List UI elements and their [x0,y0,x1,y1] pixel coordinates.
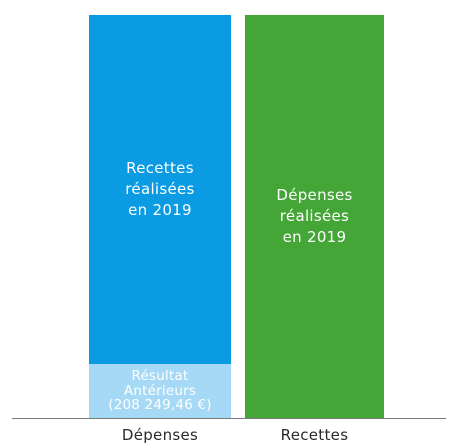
segment-label-recettes-realisees: Recettes réalisées en 2019 [125,159,195,219]
x-tick-label-recettes: Recettes [280,426,349,444]
segment-label-resultat-anterieurs: Résultat Antérieurs (208 249,46 €) [108,368,212,414]
x-axis-baseline [12,418,446,419]
segment-label-depenses-realisees: Dépenses réalisées en 2019 [276,186,353,246]
segment-resultat-anterieurs: Résultat Antérieurs (208 249,46 €) [89,364,231,418]
segment-depenses-realisees: Dépenses réalisées en 2019 [245,15,384,418]
x-tick-label-depenses: Dépenses [121,426,199,444]
segment-recettes-realisees: Recettes réalisées en 2019 [89,15,231,364]
